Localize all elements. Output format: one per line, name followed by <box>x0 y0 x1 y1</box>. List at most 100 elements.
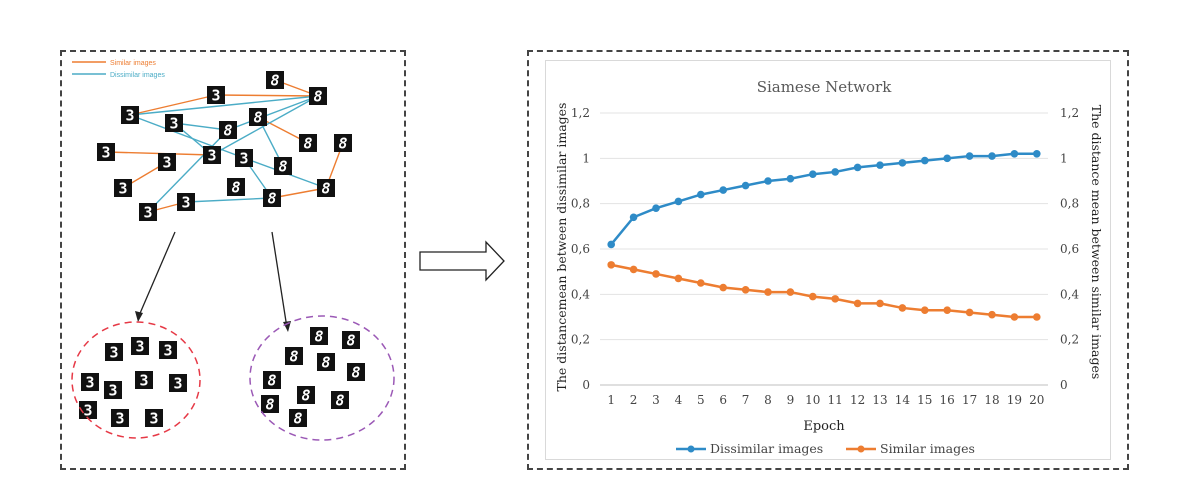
digit-tile-eight: 8 <box>299 134 317 153</box>
digit-tile-eight: 8 <box>334 134 352 153</box>
cluster-digit-eight: 8 <box>342 331 360 350</box>
x-tick: 19 <box>1007 393 1022 407</box>
point-dissimilar <box>1033 150 1041 158</box>
y-tick-left: 0,6 <box>571 242 590 256</box>
digit-tile-three: 3 <box>139 203 157 222</box>
digit-tile-eight: 8 <box>227 178 245 197</box>
digit-tile-three: 3 <box>207 86 225 105</box>
svg-text:3: 3 <box>125 107 134 125</box>
cluster-digit-three: 3 <box>105 343 123 362</box>
digit-tile-three: 3 <box>121 106 139 125</box>
cluster-digit-three: 3 <box>145 409 163 428</box>
point-similar <box>831 295 839 303</box>
cluster-digit-eight: 8 <box>285 347 303 366</box>
svg-text:3: 3 <box>162 154 171 172</box>
svg-text:8: 8 <box>231 179 240 197</box>
svg-text:8: 8 <box>278 158 287 176</box>
x-tick: 5 <box>697 393 705 407</box>
legend-dissimilar-label: Dissimilar images <box>110 72 165 79</box>
svg-text:3: 3 <box>149 410 158 428</box>
point-similar <box>764 288 772 296</box>
point-similar <box>1010 313 1019 321</box>
point-similar <box>697 279 705 287</box>
svg-text:8: 8 <box>338 135 347 153</box>
y-tick-right: 0,6 <box>1060 242 1079 256</box>
svg-text:8: 8 <box>301 387 310 405</box>
graph-edge <box>129 94 217 116</box>
point-dissimilar <box>741 181 750 190</box>
cluster-digit-eight: 8 <box>310 327 328 346</box>
svg-text:8: 8 <box>313 88 322 106</box>
cluster-digit-three: 3 <box>135 371 153 390</box>
digit-tile-three: 3 <box>97 143 115 162</box>
cluster-digit-eight: 8 <box>347 363 365 382</box>
y-tick-left: 1,2 <box>571 106 590 120</box>
cluster-digit-eight: 8 <box>289 409 307 428</box>
svg-text:3: 3 <box>85 374 94 392</box>
chart-panel <box>527 50 1129 470</box>
digit-tile-eight: 8 <box>263 189 281 208</box>
diagram-panel <box>60 50 406 470</box>
cluster-digit-eight: 8 <box>331 391 349 410</box>
digit-tile-eight: 8 <box>309 87 327 106</box>
svg-text:3: 3 <box>143 204 152 222</box>
point-similar <box>674 274 683 283</box>
x-tick: 9 <box>787 393 795 407</box>
point-dissimilar <box>809 170 817 178</box>
x-tick: 1 <box>607 393 615 407</box>
svg-text:3: 3 <box>135 338 144 356</box>
svg-text:3: 3 <box>115 410 124 428</box>
cluster-digit-three: 3 <box>131 337 149 356</box>
svg-text:3: 3 <box>207 147 216 165</box>
cluster-digit-three: 3 <box>104 381 122 400</box>
point-dissimilar <box>853 163 862 172</box>
x-tick: 18 <box>984 393 999 407</box>
point-similar <box>965 308 974 317</box>
x-tick: 2 <box>630 393 638 407</box>
svg-text:3: 3 <box>173 375 182 393</box>
arrow-head-threes <box>135 311 143 322</box>
svg-text:3: 3 <box>108 382 117 400</box>
svg-text:8: 8 <box>335 392 344 410</box>
point-similar <box>1033 313 1041 321</box>
svg-text:8: 8 <box>314 328 323 346</box>
x-tick: 6 <box>719 393 727 407</box>
digit-tile-three: 3 <box>114 179 132 198</box>
svg-text:8: 8 <box>267 190 276 208</box>
svg-text:3: 3 <box>118 180 127 198</box>
point-similar <box>921 306 929 315</box>
point-dissimilar <box>876 161 884 169</box>
graph-edge <box>215 94 319 97</box>
x-tick: 7 <box>742 393 750 407</box>
digit-tile-three: 3 <box>177 193 195 212</box>
legend-similar-text: Similar images <box>880 441 975 456</box>
svg-text:8: 8 <box>289 348 298 366</box>
svg-text:3: 3 <box>239 150 248 168</box>
x-tick: 11 <box>828 393 843 407</box>
arrow-head-eights <box>283 321 291 332</box>
point-dissimilar <box>988 152 996 160</box>
y-tick-left: 0,2 <box>571 333 590 347</box>
y-tick-right: 0,4 <box>1060 287 1079 301</box>
cluster-digit-three: 3 <box>169 374 187 393</box>
svg-text:8: 8 <box>351 364 360 382</box>
point-dissimilar <box>719 186 727 194</box>
digit-tile-eight: 8 <box>219 121 237 140</box>
graph-edge <box>129 114 245 159</box>
graph-edge <box>227 95 319 131</box>
x-tick: 14 <box>895 393 911 407</box>
x-tick: 4 <box>675 393 683 407</box>
point-similar <box>719 283 727 292</box>
svg-text:8: 8 <box>267 372 276 390</box>
point-dissimilar <box>764 177 772 185</box>
transition-arrow <box>419 240 505 282</box>
svg-text:8: 8 <box>346 332 355 350</box>
point-similar <box>876 299 884 308</box>
point-similar <box>988 310 996 319</box>
arrow-to-eights <box>271 231 288 329</box>
svg-text:8: 8 <box>303 135 312 153</box>
legend-similar-marker <box>857 445 865 453</box>
point-dissimilar <box>786 174 795 183</box>
y-tick-left: 0,4 <box>571 287 590 301</box>
y-tick-right: 0,2 <box>1060 333 1079 347</box>
